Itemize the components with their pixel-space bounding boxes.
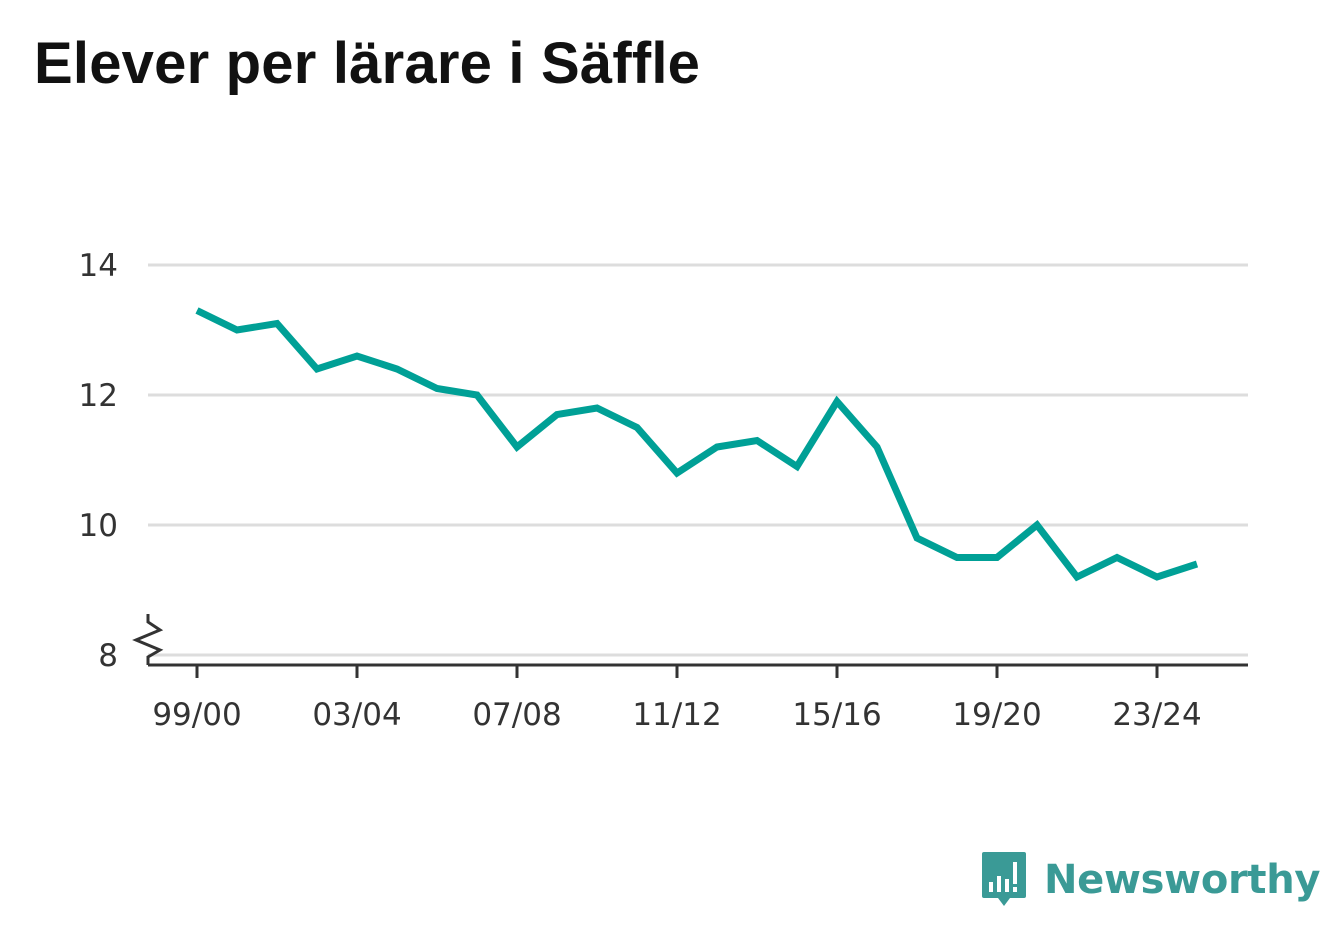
series-line-0 bbox=[195, 307, 1199, 582]
chart-title: Elever per lärare i Säffle bbox=[34, 31, 701, 96]
x-tick-label: 07/08 bbox=[472, 697, 561, 733]
x-tick-label: 23/24 bbox=[1112, 697, 1201, 733]
x-tick-label: 99/00 bbox=[152, 697, 241, 733]
brand-name: Newsworthy bbox=[1044, 857, 1321, 903]
y-tick-label: 12 bbox=[79, 378, 118, 414]
x-tick-label: 03/04 bbox=[312, 697, 401, 733]
x-tick-label: 19/20 bbox=[952, 697, 1041, 733]
y-tick-label: 14 bbox=[79, 248, 118, 284]
bar-chart-speech-bubble-icon bbox=[982, 852, 1026, 906]
newsworthy-brand: Newsworthy bbox=[980, 850, 1321, 910]
y-tick-label: 10 bbox=[79, 508, 118, 544]
x-tick-label: 11/12 bbox=[632, 697, 721, 733]
y-axis-break-icon bbox=[132, 614, 164, 665]
x-tick-label: 15/16 bbox=[792, 697, 881, 733]
y-tick-label: 8 bbox=[98, 638, 118, 674]
